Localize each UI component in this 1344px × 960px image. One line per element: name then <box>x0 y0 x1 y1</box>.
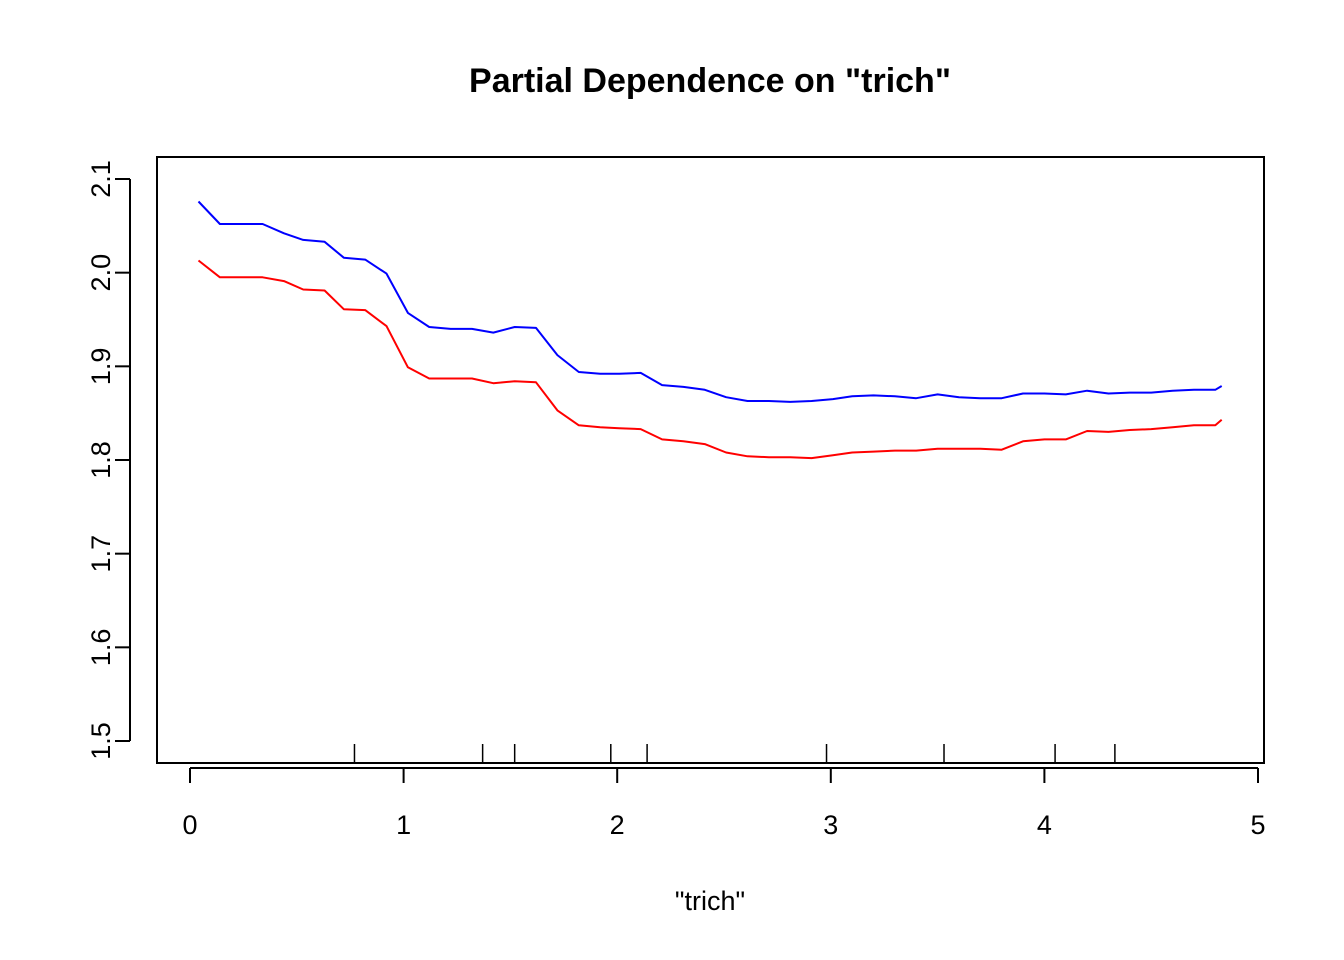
x-axis: 0 1 2 3 4 5 <box>182 767 1266 840</box>
chart-title: Partial Dependence on "trich" <box>469 62 951 100</box>
x-tick-label: 0 <box>182 810 197 840</box>
x-tick-label: 2 <box>610 810 625 840</box>
y-tick-label: 1.8 <box>86 441 116 479</box>
x-tick-label: 4 <box>1037 810 1052 840</box>
y-axis: 1.5 1.6 1.7 1.8 1.9 2.0 2.1 <box>86 160 131 760</box>
y-tick-label: 1.7 <box>86 535 116 573</box>
y-tick-label: 1.6 <box>86 629 116 667</box>
y-tick-label: 1.5 <box>86 722 116 760</box>
y-tick-label: 2.1 <box>86 160 116 198</box>
series-group <box>197 200 1223 460</box>
x-axis-label: "trich" <box>675 886 745 916</box>
rug-marks <box>353 744 1116 763</box>
x-tick-label: 3 <box>823 810 838 840</box>
y-tick-label: 1.9 <box>86 348 116 386</box>
x-tick-label: 5 <box>1250 810 1265 840</box>
y-tick-label: 2.0 <box>86 254 116 292</box>
series-line-2 <box>197 259 1223 460</box>
x-tick-label: 1 <box>396 810 411 840</box>
series-line-1 <box>197 200 1223 403</box>
plot-frame <box>156 156 1265 764</box>
